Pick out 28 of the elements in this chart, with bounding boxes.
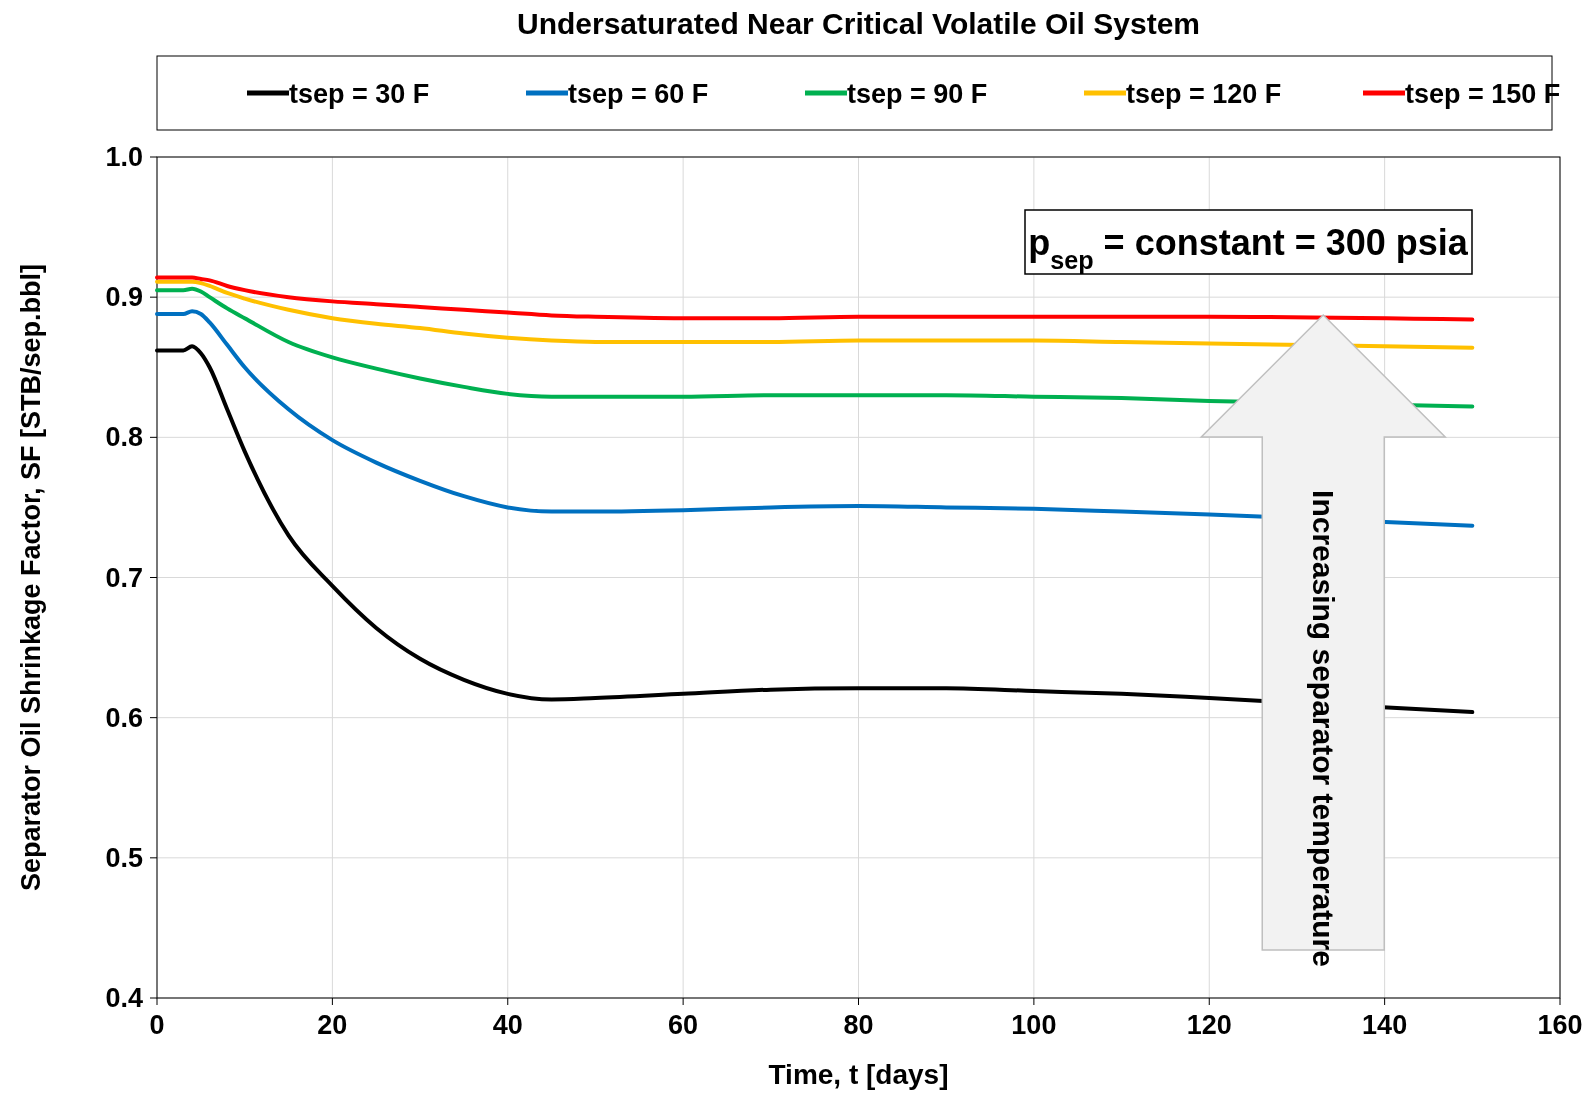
legend-label: tsep = 90 F [847,79,988,109]
y-axis-title: Separator Oil Shrinkage Factor, SF [STB/sep.bbl] [16,263,46,892]
x-tick-label: 100 [1011,1010,1057,1040]
x-tick-label: 60 [668,1010,699,1040]
x-tick-label: 140 [1362,1010,1408,1040]
y-tick-label: 0.6 [105,702,143,733]
y-tick-label: 0.7 [105,562,143,593]
x-tick-label: 120 [1186,1010,1232,1040]
x-axis-title: Time, t [days] [768,1059,949,1090]
annotation: Increasing separator temperature [1307,490,1341,967]
y-tick-label: 0.9 [105,282,143,313]
x-tick-label: 40 [492,1010,523,1040]
y-tick-label: 0.4 [105,983,143,1013]
y-tick-label: 0.5 [105,842,143,873]
line-series [155,275,1475,322]
x-tick-label: 80 [843,1010,874,1040]
line-series [155,279,1475,350]
chart-title: Undersaturated Near Critical Volatile Oil System [516,7,1201,40]
legend-label: tsep = 120 F [1126,79,1282,109]
x-tick-label: 0 [149,1010,165,1040]
legend-label: tsep = 30 F [289,79,430,109]
legend-label: tsep = 60 F [568,79,709,109]
y-tick-label: 1.0 [105,142,143,172]
legend-label: tsep = 150 F [1405,79,1561,109]
x-tick-label: 20 [317,1010,348,1040]
x-tick-label: 160 [1537,1010,1583,1040]
y-tick-label: 0.8 [105,422,143,453]
annotation: p$_{sep}$ = constant = 300 psia [1028,222,1469,274]
